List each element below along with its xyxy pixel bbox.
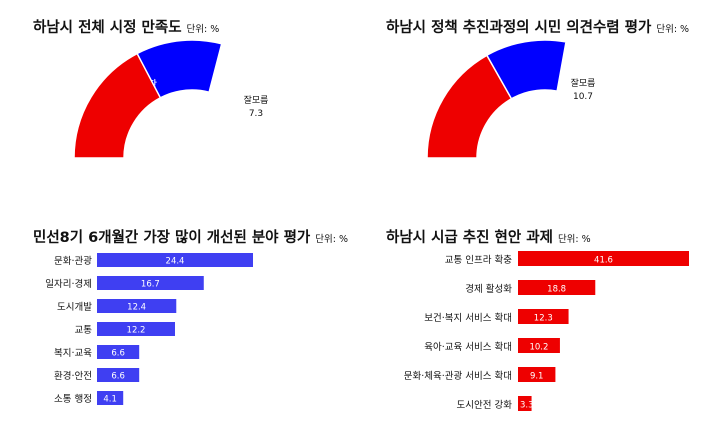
bar-category-label: 교통 인프라 확충: [445, 254, 512, 266]
bar: [518, 280, 596, 295]
bar: [97, 391, 124, 405]
chart-title-urgent: 하남시 시급 추진 현안 과제 단위: %: [386, 226, 591, 247]
chart-title-text: 하남시 시급 추진 현안 과제: [386, 230, 553, 246]
slice-label: 수렴치 않음: [613, 111, 657, 123]
bar: [97, 299, 177, 313]
bar-category-label: 일자리·경제: [45, 278, 92, 290]
bar-category-label: 문화·체육·관광 서비스 확대: [404, 370, 512, 382]
slice-value: 10.7: [573, 92, 593, 102]
chart-title-improved: 민선8기 6개월간 가장 많이 개선된 분야 평가 단위: %: [33, 226, 348, 247]
bar-value-label: 24.4: [166, 257, 185, 267]
chart-title-text: 민선8기 6개월간 가장 많이 개선된 분야 평가: [33, 230, 311, 246]
slice-label: 잘모름: [571, 77, 596, 89]
bar-value-label: 10.2: [529, 343, 548, 353]
bar-category-label: 환경·안전: [54, 370, 92, 382]
chart-title-text: 하남시 정책 추진과정의 시민 의견수렴 평가: [386, 20, 652, 36]
slice-value: 34.6: [270, 147, 290, 157]
unit-label: 단위: %: [557, 234, 591, 245]
slice-label: 잘모름: [244, 94, 269, 106]
bar-value-label: 6.6: [111, 349, 125, 359]
slice-label: 만족하지 않음: [263, 116, 296, 142]
bar: [97, 345, 140, 359]
bar-value-label: 18.8: [547, 285, 566, 295]
chart-title-satisfaction: 하남시 전체 시정 만족도 단위: %: [33, 16, 219, 37]
bar-category-label: 도시개발: [57, 302, 92, 313]
bar: [518, 396, 532, 411]
bar-value-label: 6.6: [111, 372, 125, 382]
bar-value-label: 12.2: [127, 326, 146, 336]
chart-title-text: 하남시 전체 시정 만족도: [33, 20, 182, 36]
bar-category-label: 보건·복지 서비스 확대: [424, 312, 512, 324]
bar-value-label: 16.7: [141, 280, 160, 290]
slice-value: 33.6: [625, 126, 645, 136]
bar-value-label: 41.6: [594, 256, 613, 266]
unit-label: 단위: %: [315, 234, 348, 245]
bar: [518, 309, 569, 324]
bar: [97, 322, 175, 336]
bar-value-label: 9.1: [530, 372, 544, 382]
slice-value: 7.3: [249, 109, 263, 119]
bar-category-label: 도시안전 강화: [457, 400, 513, 411]
unit-label: 단위: %: [186, 24, 220, 35]
bar: [518, 338, 560, 353]
bar-category-label: 복지·교육: [54, 348, 92, 359]
chart-title-opinion: 하남시 정책 추진과정의 시민 의견수렴 평가 단위: %: [386, 16, 689, 37]
bar-category-label: 문화·관광: [54, 255, 92, 267]
bar-category-label: 교통: [75, 325, 93, 336]
bar-category-label: 소통 행정: [54, 393, 92, 405]
bar: [97, 368, 140, 382]
donut-slice: [73, 52, 162, 159]
bar-value-label: 12.3: [534, 314, 553, 324]
bar: [518, 251, 689, 266]
bar-category-label: 육아·교육 서비스 확대: [424, 341, 512, 353]
unit-label: 단위: %: [656, 24, 690, 35]
bar: [97, 276, 204, 290]
bar: [97, 253, 253, 267]
bar: [518, 367, 556, 382]
bar-value-label: 3.3: [520, 401, 534, 411]
donut-slice: [426, 54, 513, 159]
bar-value-label: 12.4: [127, 303, 146, 313]
bar-value-label: 4.1: [103, 395, 117, 405]
bar-category-label: 경제 활성화: [465, 283, 512, 295]
